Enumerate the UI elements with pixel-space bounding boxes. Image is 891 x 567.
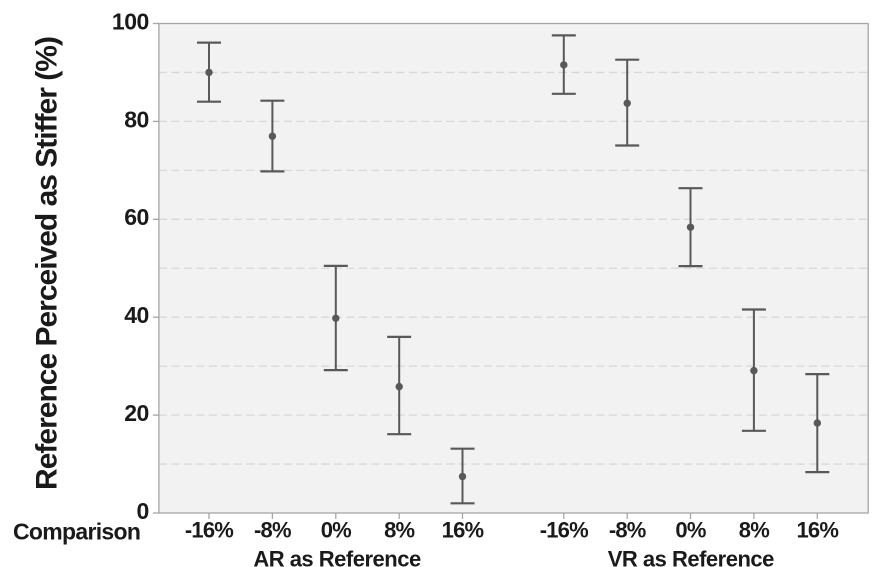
svg-text:AR as Reference: AR as Reference: [253, 547, 421, 567]
svg-text:8%: 8%: [739, 518, 769, 543]
svg-text:0%: 0%: [321, 518, 351, 543]
svg-text:-8%: -8%: [254, 518, 291, 543]
svg-text:Reference Perceived as Stiffer: Reference Perceived as Stiffer (%): [31, 37, 64, 490]
svg-text:-16%: -16%: [185, 518, 233, 543]
svg-text:0%: 0%: [675, 518, 705, 543]
svg-text:Comparison: Comparison: [13, 519, 140, 545]
svg-text:-8%: -8%: [609, 518, 646, 543]
svg-text:80: 80: [124, 106, 149, 132]
svg-text:0: 0: [137, 498, 149, 524]
svg-text:16%: 16%: [442, 518, 484, 543]
svg-text:VR as Reference: VR as Reference: [608, 547, 774, 567]
svg-text:16%: 16%: [796, 518, 838, 543]
svg-text:-16%: -16%: [540, 518, 588, 543]
svg-text:100: 100: [112, 8, 149, 34]
svg-text:60: 60: [124, 204, 149, 230]
svg-text:20: 20: [124, 400, 149, 426]
svg-text:40: 40: [124, 302, 149, 328]
svg-text:8%: 8%: [384, 518, 414, 543]
